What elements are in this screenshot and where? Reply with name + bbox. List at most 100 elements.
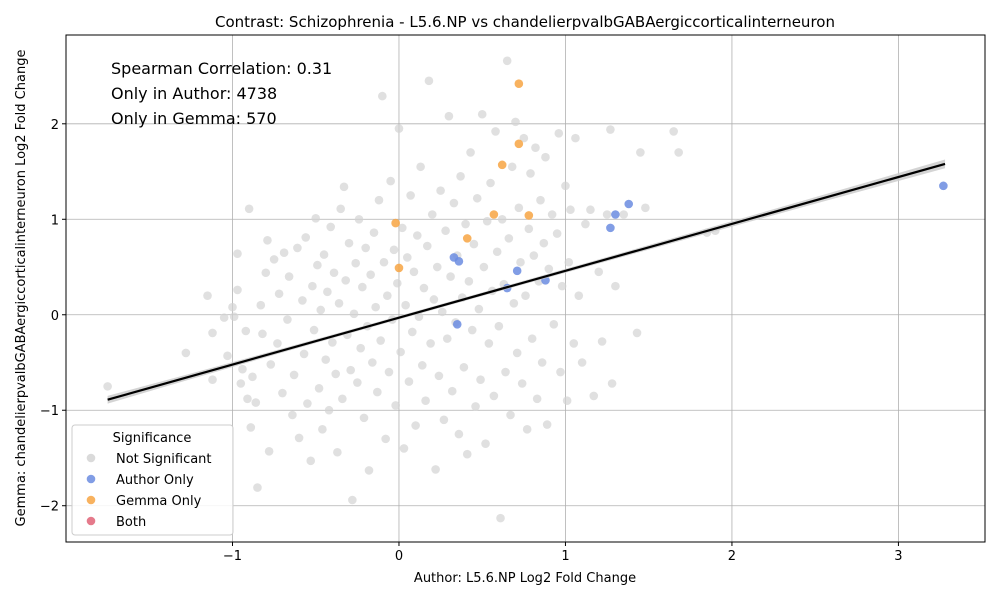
point-not-significant: [253, 483, 262, 492]
point-author-only: [624, 199, 634, 209]
point-not-significant: [469, 239, 479, 249]
point-not-significant: [549, 320, 559, 329]
point-not-significant: [514, 203, 524, 213]
point-not-significant: [273, 339, 282, 348]
point-author-only: [939, 181, 948, 191]
point-not-significant: [323, 287, 332, 297]
point-not-significant: [309, 325, 319, 335]
point-not-significant: [422, 241, 432, 251]
point-not-significant: [319, 250, 329, 259]
point-not-significant: [482, 216, 492, 226]
point-gemma-only: [524, 211, 534, 220]
point-not-significant: [577, 358, 587, 367]
point-not-significant: [446, 272, 455, 281]
point-not-significant: [353, 378, 362, 387]
point-not-significant: [519, 133, 529, 143]
point-not-significant: [351, 258, 360, 268]
legend-marker: [86, 495, 96, 505]
point-not-significant: [431, 465, 440, 474]
point-not-significant: [437, 307, 447, 317]
point-not-significant: [507, 162, 517, 172]
point-not-significant: [449, 198, 459, 208]
point-not-significant: [564, 257, 574, 267]
point-not-significant: [402, 253, 412, 262]
x-tick-label: 2: [728, 549, 736, 564]
point-not-significant: [489, 391, 499, 401]
point-not-significant: [669, 127, 678, 136]
point-not-significant: [611, 281, 620, 291]
point-not-significant: [333, 447, 342, 457]
point-not-significant: [441, 226, 450, 236]
point-not-significant: [504, 234, 514, 243]
point-not-significant: [294, 433, 304, 443]
point-not-significant: [371, 302, 380, 312]
point-not-significant: [394, 124, 404, 133]
point-not-significant: [619, 210, 629, 219]
point-not-significant: [496, 513, 505, 523]
point-not-significant: [326, 222, 336, 232]
y-tick-label: 0: [51, 309, 59, 324]
point-not-significant: [236, 379, 246, 388]
point-gemma-only: [514, 139, 524, 149]
stat-annotation: Only in Gemma: 570: [111, 109, 277, 128]
x-tick-label: 1: [561, 549, 569, 564]
legend-entry-label: Gemma Only: [116, 494, 202, 509]
point-not-significant: [426, 339, 435, 348]
point-not-significant: [486, 178, 495, 188]
point-not-significant: [376, 336, 385, 345]
point-not-significant: [324, 405, 334, 415]
point-not-significant: [522, 425, 532, 434]
point-not-significant: [492, 247, 502, 257]
point-not-significant: [331, 369, 341, 379]
point-not-significant: [311, 214, 321, 223]
point-not-significant: [407, 327, 417, 337]
point-not-significant: [569, 339, 579, 348]
point-not-significant: [381, 434, 390, 444]
point-author-only: [452, 320, 462, 329]
point-not-significant: [279, 248, 289, 257]
x-tick-label: −1: [223, 549, 242, 564]
point-not-significant: [461, 219, 470, 229]
point-not-significant: [378, 91, 387, 101]
point-not-significant: [432, 262, 442, 272]
y-tick-label: 2: [51, 118, 59, 133]
legend-entry-label: Both: [116, 515, 146, 530]
point-not-significant: [589, 391, 599, 401]
point-not-significant: [329, 268, 339, 278]
point-not-significant: [358, 282, 367, 292]
point-not-significant: [336, 204, 346, 214]
point-not-significant: [181, 348, 191, 358]
point-not-significant: [334, 298, 344, 308]
plot-frame: [65, 34, 986, 543]
point-not-significant: [404, 377, 414, 386]
point-not-significant: [581, 219, 590, 229]
point-not-significant: [444, 111, 454, 121]
point-not-significant: [594, 267, 604, 277]
point-not-significant: [456, 172, 465, 181]
point-not-significant: [474, 304, 484, 314]
point-not-significant: [434, 371, 444, 381]
point-not-significant: [447, 386, 457, 396]
point-not-significant: [607, 379, 617, 388]
point-author-only: [611, 210, 620, 219]
point-not-significant: [229, 312, 239, 321]
point-not-significant: [537, 358, 547, 367]
legend-marker: [86, 516, 96, 526]
point-not-significant: [356, 343, 365, 353]
point-not-significant: [606, 125, 615, 134]
point-not-significant: [246, 423, 256, 432]
legend-marker: [86, 474, 96, 484]
point-not-significant: [547, 210, 557, 219]
point-not-significant: [401, 300, 410, 310]
point-not-significant: [509, 298, 519, 308]
point-not-significant: [243, 394, 252, 404]
stats-annotations: Spearman Correlation: 0.31 Only in Author…: [111, 59, 332, 128]
point-not-significant: [369, 228, 379, 237]
point-gemma-only: [462, 234, 472, 243]
point-author-only: [512, 266, 522, 276]
point-not-significant: [103, 382, 112, 391]
point-not-significant: [354, 214, 364, 224]
point-not-significant: [557, 281, 567, 291]
point-not-significant: [479, 262, 489, 272]
point-not-significant: [476, 375, 485, 384]
